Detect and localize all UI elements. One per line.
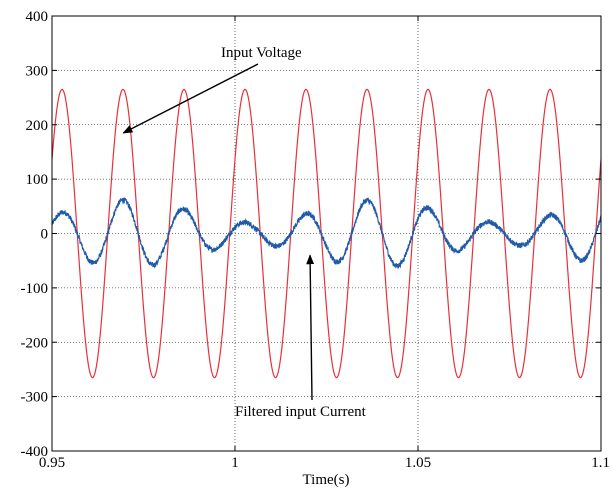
grid-lines [52,16,601,451]
y-tick-label: -400 [21,444,49,460]
y-tick-label: 300 [26,63,49,79]
annotation-label: Input Voltage [221,45,302,61]
series-line-input-voltage [52,88,601,379]
x-tick-label: 1 [231,455,239,471]
annotation-arrow [122,63,259,134]
y-tick-label: -300 [21,390,49,406]
y-tick-label: 0 [41,227,49,243]
x-tick-label: 0.95 [39,455,65,471]
annotation-label: Filtered input Current [235,404,367,420]
plot-frame [51,15,602,452]
x-tick-label: 1.05 [405,455,431,471]
series-layer [52,88,601,379]
x-axis-title: Time(s) [303,472,350,488]
y-tick-label: -100 [21,281,49,297]
series-line-filtered-input-current [52,196,601,270]
x-tick-label: 1.1 [591,455,610,471]
annotations: Input Voltage Filtered input Current [122,45,367,420]
y-tick-label: 100 [26,172,49,188]
y-tick-label: 400 [26,9,49,25]
tick-marks [51,15,602,452]
y-tick-label: -200 [21,335,49,351]
annotation-arrow [306,254,315,401]
y-tick-label: 200 [26,118,49,134]
